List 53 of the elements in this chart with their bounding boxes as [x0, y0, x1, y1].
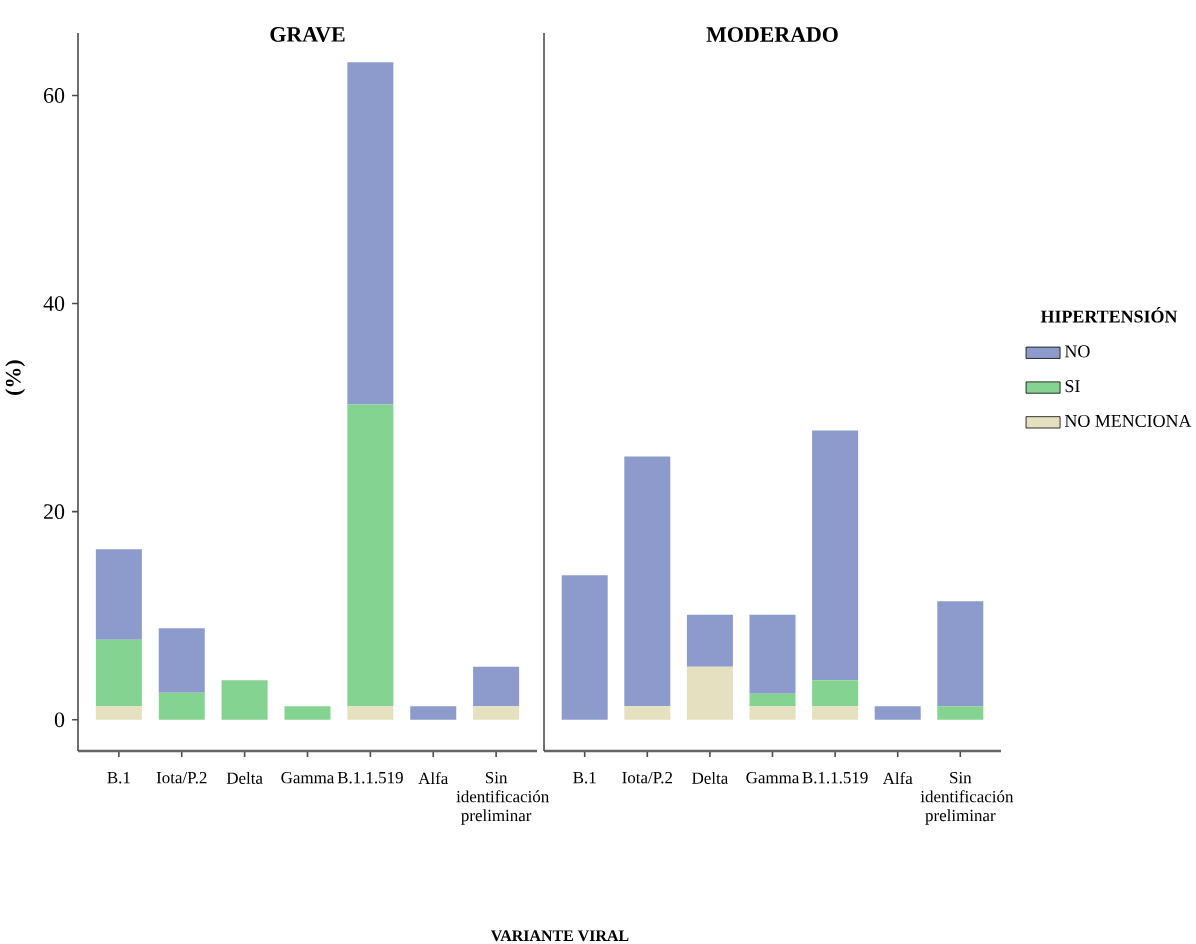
bar	[874, 706, 921, 720]
bar	[937, 706, 984, 720]
bar	[686, 614, 733, 667]
bar	[95, 549, 142, 640]
y-tick-label: 20	[44, 504, 65, 520]
legend-label: SI	[1065, 380, 1080, 393]
x-tick-label: Gamma	[746, 771, 800, 784]
bar	[812, 430, 859, 681]
x-tick-label: B.1.1.519	[337, 771, 403, 784]
bar	[473, 666, 520, 707]
bar	[812, 706, 859, 720]
bar	[812, 680, 859, 707]
bar	[749, 706, 796, 720]
bar	[937, 601, 984, 707]
y-axis-title: (%)	[5, 360, 26, 395]
x-tick-label: Iota/P.2	[622, 771, 673, 784]
x-tick-label: B.1.1.519	[802, 771, 868, 784]
legend-label: NO MENCIONA	[1064, 414, 1192, 427]
x-tick-label: Gamma	[281, 771, 335, 784]
chart-title: MODERADO	[706, 27, 838, 42]
bar	[686, 666, 733, 720]
bar	[624, 456, 671, 707]
y-tick-label: 60	[44, 88, 65, 103]
bar	[95, 706, 142, 720]
bar	[158, 692, 205, 720]
x-tick-label: Alfa	[882, 771, 913, 785]
bar	[624, 706, 671, 720]
y-tick-label: 0	[54, 712, 65, 728]
y-tick-label: 40	[43, 296, 65, 311]
bar	[473, 706, 520, 720]
bar	[347, 62, 394, 405]
bar	[284, 706, 331, 720]
x-tick-label: Delta	[692, 771, 729, 784]
bar	[561, 575, 608, 720]
bar	[95, 639, 142, 707]
bar	[749, 614, 796, 694]
x-tick-label: B.1	[107, 771, 130, 784]
x-tick-label: Iota/P.2	[156, 771, 207, 784]
bar	[749, 693, 796, 707]
bar	[347, 706, 394, 720]
legend-label: NO	[1064, 345, 1090, 358]
chart-title: GRAVE	[270, 27, 345, 42]
x-tick-label: Alfa	[418, 771, 449, 785]
x-tick-label: Sin identificación preliminar	[920, 771, 1014, 825]
legend-title: HIPERTENSIÓN	[1040, 307, 1178, 323]
x-tick-label: B.1	[573, 771, 596, 784]
x-tick-label: Sin identificación preliminar	[456, 771, 549, 825]
bar	[221, 680, 268, 720]
x-axis-title: VARIANTE VIRAL	[490, 930, 629, 942]
bar	[158, 628, 205, 693]
bar	[347, 404, 394, 707]
x-tick-label: Delta	[226, 771, 263, 784]
bar	[410, 706, 457, 720]
